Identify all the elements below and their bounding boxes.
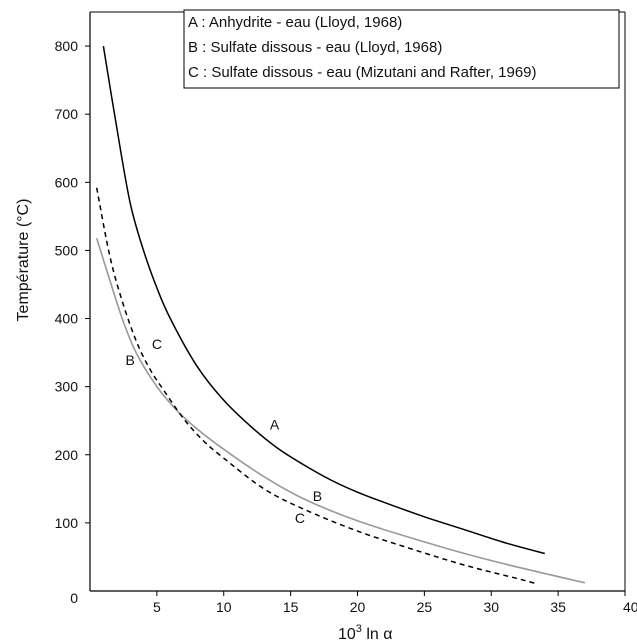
x-tick-label: 10 xyxy=(216,599,232,615)
x-tick-label: 35 xyxy=(550,599,566,615)
legend: A : Anhydrite - eau (Lloyd, 1968) B : Su… xyxy=(183,9,620,89)
legend-entry-b: B : Sulfate dissous - eau (Lloyd, 1968) xyxy=(188,39,442,56)
legend-entry-a: A : Anhydrite - eau (Lloyd, 1968) xyxy=(188,14,402,31)
curve-label-c: C xyxy=(152,336,162,352)
x-axis-ticks: 5 10 15 20 25 30 35 40 xyxy=(153,591,637,615)
y-tick-label: 200 xyxy=(55,447,79,463)
series-b-line xyxy=(95,237,586,584)
x-axis-title-sup: 3 xyxy=(356,623,362,635)
x-tick-label: 40 xyxy=(623,599,637,615)
legend-entry-c: C : Sulfate dissous - eau (Mizutani and … xyxy=(188,64,537,81)
y-tick-label: 100 xyxy=(55,515,79,531)
y-tick-label: 300 xyxy=(55,379,79,395)
x-tick-label: 30 xyxy=(483,599,499,615)
x-tick-label: 5 xyxy=(153,599,161,615)
series-layer xyxy=(95,45,586,585)
legend-box xyxy=(183,9,620,89)
series-a-line xyxy=(102,45,545,555)
y-axis-ticks: 0 100 200 300 400 500 600 700 800 xyxy=(55,38,90,606)
y-tick-label: 700 xyxy=(55,106,79,122)
plot-area xyxy=(89,11,626,592)
curve-label-b: B xyxy=(125,352,134,368)
curve-label-c-lower: C xyxy=(295,510,305,526)
y-axis-title: Température (°C) xyxy=(15,199,32,322)
y-tick-label: 500 xyxy=(55,242,79,258)
y-tick-label: 600 xyxy=(55,174,79,190)
curve-label-b-lower: B xyxy=(313,488,322,504)
curve-label-a: A xyxy=(270,417,280,433)
x-tick-label: 25 xyxy=(417,599,433,615)
y-tick-label: 800 xyxy=(55,38,79,54)
x-axis-title: 103 ln α xyxy=(338,623,393,643)
x-axis-title-rest: ln α xyxy=(362,626,393,643)
x-tick-label: 20 xyxy=(350,599,366,615)
x-axis-title-base: 10 xyxy=(338,626,356,643)
y-tick-label: 400 xyxy=(55,311,79,327)
y-tick-label: 0 xyxy=(70,590,78,606)
series-c-line xyxy=(95,187,539,585)
x-tick-label: 15 xyxy=(283,599,299,615)
